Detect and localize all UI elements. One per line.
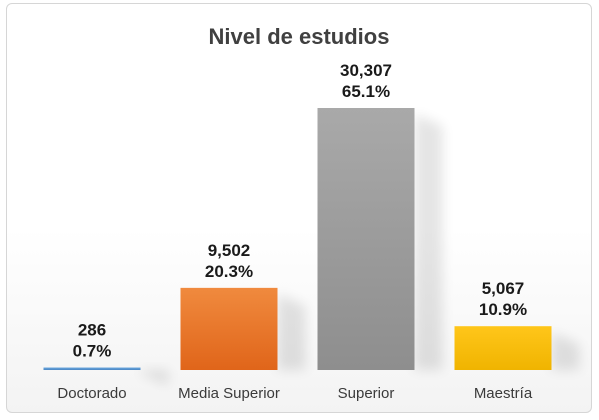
value-label-superior: 30,307 [340, 61, 392, 80]
bar-doctorado [43, 367, 141, 370]
bars [43, 108, 552, 370]
category-labels: Doctorado Media Superior Superior Maestría [57, 385, 532, 402]
data-labels: 286 0.7% 9,502 20.3% 30,307 65.1% 5,067 10.9% [73, 61, 527, 361]
bar-maestria [454, 326, 552, 370]
bar-shadow-superior [414, 114, 443, 370]
value-label-doctorado: 286 [78, 321, 106, 340]
category-label-superior: Superior [338, 385, 395, 402]
bar-shadow-doctorado [140, 370, 169, 386]
chart-title: Nivel de estudios [209, 24, 390, 49]
percent-label-maestria: 10.9% [479, 300, 527, 319]
value-label-maestria: 5,067 [482, 279, 525, 298]
bar-media-superior [180, 287, 278, 370]
bar-shadow-media-superior [277, 293, 306, 370]
percent-label-superior: 65.1% [342, 82, 390, 101]
bar-superior [317, 108, 415, 370]
percent-label-doctorado: 0.7% [73, 342, 112, 361]
category-label-media-superior: Media Superior [178, 385, 280, 402]
bar-shadows [140, 114, 580, 386]
value-label-media-superior: 9,502 [208, 241, 251, 260]
bar-shadow-maestria [551, 332, 580, 370]
percent-label-media-superior: 20.3% [205, 262, 253, 281]
category-label-maestria: Maestría [474, 385, 533, 402]
category-label-doctorado: Doctorado [57, 385, 126, 402]
